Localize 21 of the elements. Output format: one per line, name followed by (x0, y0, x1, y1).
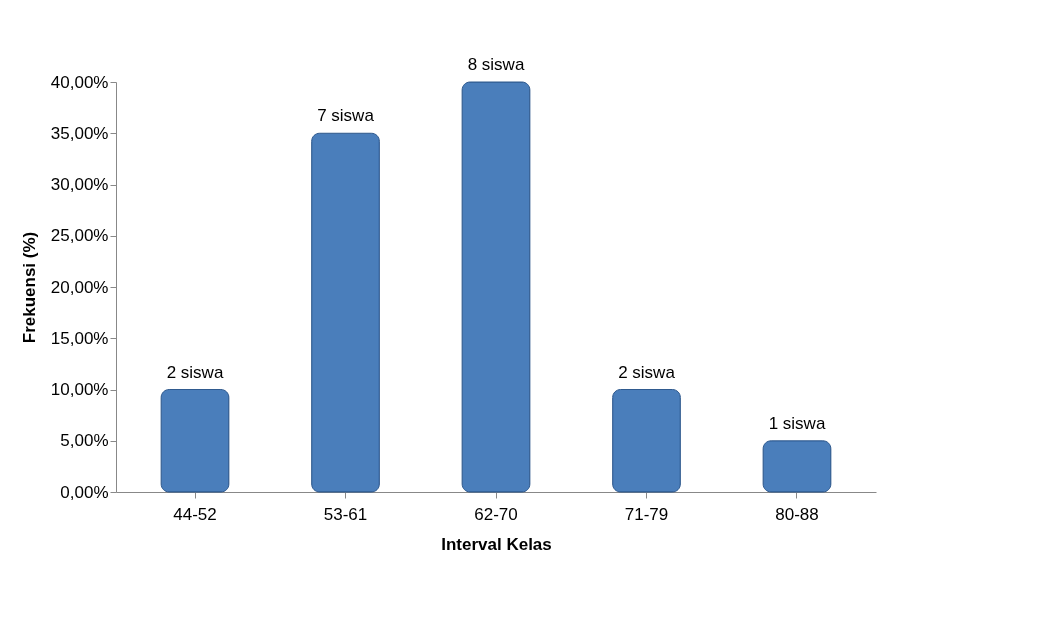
x-tick-label: 53-61 (323, 504, 368, 524)
y-tick-label: 30,00% (50, 175, 109, 194)
y-axis-title: Frekuensi (%) (19, 231, 39, 344)
y-tick-label: 15,00% (50, 328, 109, 348)
y-tick-label: 10,00% (50, 380, 109, 399)
y-tick-label: 5,00% (60, 431, 109, 451)
annotation: 2 siswa (618, 362, 676, 382)
y-tick-label: 40,00% (50, 72, 109, 92)
annotation: 8 siswa (467, 55, 525, 74)
annotation: 2 siswa (166, 362, 224, 382)
annotation: 7 siswa (317, 106, 375, 126)
y-tick-label: 20,00% (50, 277, 109, 297)
annotation: 1 siswa (768, 413, 826, 433)
y-tick-label: 35,00% (50, 123, 109, 143)
x-axis-title: Interval Kelas (441, 534, 552, 554)
x-tick-label: 62-70 (474, 504, 518, 524)
x-tick-label: 71-79 (624, 504, 669, 524)
y-tick-label: 0,00% (60, 482, 109, 502)
x-tick-label: 80-88 (775, 504, 819, 524)
y-tick-label: 25,00% (50, 226, 109, 246)
x-tick-label: 44-52 (173, 504, 217, 524)
